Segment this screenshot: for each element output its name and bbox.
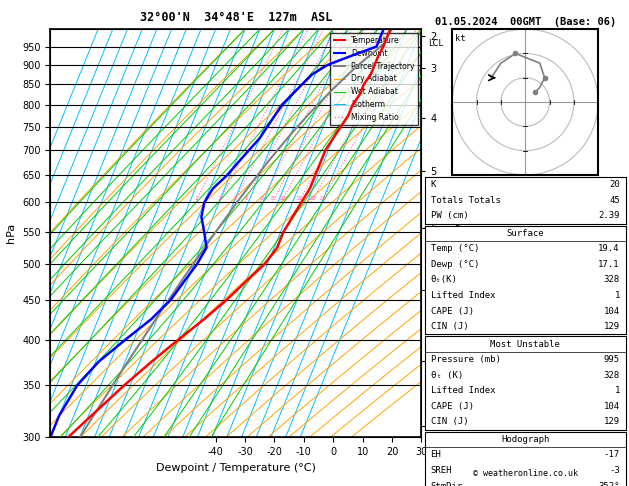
Text: EH: EH bbox=[431, 451, 442, 459]
Text: 1: 1 bbox=[615, 291, 620, 300]
Text: SREH: SREH bbox=[431, 466, 452, 475]
Text: CIN (J): CIN (J) bbox=[431, 417, 468, 426]
Text: 1: 1 bbox=[194, 196, 198, 201]
Text: CIN (J): CIN (J) bbox=[431, 322, 468, 331]
Text: kt: kt bbox=[455, 34, 466, 43]
Text: 2.39: 2.39 bbox=[598, 211, 620, 220]
Text: Hodograph: Hodograph bbox=[501, 435, 549, 444]
Text: K: K bbox=[431, 180, 436, 189]
Text: Totals Totals: Totals Totals bbox=[431, 196, 501, 205]
Text: Mixing Ratio (g/kg): Mixing Ratio (g/kg) bbox=[454, 191, 463, 276]
Text: 19.4: 19.4 bbox=[598, 244, 620, 253]
Text: 10: 10 bbox=[278, 196, 286, 201]
Text: 25: 25 bbox=[318, 196, 326, 201]
Y-axis label: km
ASL: km ASL bbox=[442, 224, 464, 243]
Text: 352°: 352° bbox=[598, 482, 620, 486]
Text: LCL: LCL bbox=[428, 38, 443, 48]
Text: Lifted Index: Lifted Index bbox=[431, 386, 495, 395]
Text: CAPE (J): CAPE (J) bbox=[431, 307, 474, 315]
Text: θₜ(K): θₜ(K) bbox=[431, 276, 457, 284]
Text: 20: 20 bbox=[308, 196, 316, 201]
Text: 129: 129 bbox=[604, 322, 620, 331]
Text: 8: 8 bbox=[271, 196, 275, 201]
Text: PW (cm): PW (cm) bbox=[431, 211, 468, 220]
Text: Temp (°C): Temp (°C) bbox=[431, 244, 479, 253]
Text: 104: 104 bbox=[604, 402, 620, 411]
Text: StmDir: StmDir bbox=[431, 482, 463, 486]
X-axis label: Dewpoint / Temperature (°C): Dewpoint / Temperature (°C) bbox=[156, 463, 316, 473]
Text: -3: -3 bbox=[609, 466, 620, 475]
Text: 328: 328 bbox=[604, 276, 620, 284]
Text: 328: 328 bbox=[604, 371, 620, 380]
Text: 995: 995 bbox=[604, 355, 620, 364]
Text: 4: 4 bbox=[243, 196, 247, 201]
Text: 01.05.2024  00GMT  (Base: 06): 01.05.2024 00GMT (Base: 06) bbox=[435, 17, 616, 27]
Text: 15: 15 bbox=[296, 196, 303, 201]
Text: Surface: Surface bbox=[506, 229, 544, 238]
Text: θₜ (K): θₜ (K) bbox=[431, 371, 463, 380]
Text: -17: -17 bbox=[604, 451, 620, 459]
Text: 2: 2 bbox=[218, 196, 222, 201]
Title: 32°00'N  34°48'E  127m  ASL: 32°00'N 34°48'E 127m ASL bbox=[140, 11, 332, 24]
Legend: Temperature, Dewpoint, Parcel Trajectory, Dry Adiabat, Wet Adiabat, Isotherm, Mi: Temperature, Dewpoint, Parcel Trajectory… bbox=[330, 33, 418, 125]
Text: 129: 129 bbox=[604, 417, 620, 426]
Text: Most Unstable: Most Unstable bbox=[490, 340, 560, 348]
Text: 17.1: 17.1 bbox=[598, 260, 620, 269]
Text: Lifted Index: Lifted Index bbox=[431, 291, 495, 300]
Text: 3: 3 bbox=[233, 196, 237, 201]
Text: 6: 6 bbox=[259, 196, 263, 201]
Text: 1: 1 bbox=[615, 386, 620, 395]
Text: CAPE (J): CAPE (J) bbox=[431, 402, 474, 411]
Text: Dewp (°C): Dewp (°C) bbox=[431, 260, 479, 269]
Text: 45: 45 bbox=[609, 196, 620, 205]
Text: 104: 104 bbox=[604, 307, 620, 315]
Text: 20: 20 bbox=[609, 180, 620, 189]
Text: Pressure (mb): Pressure (mb) bbox=[431, 355, 501, 364]
Y-axis label: hPa: hPa bbox=[6, 223, 16, 243]
Text: © weatheronline.co.uk: © weatheronline.co.uk bbox=[473, 469, 577, 478]
